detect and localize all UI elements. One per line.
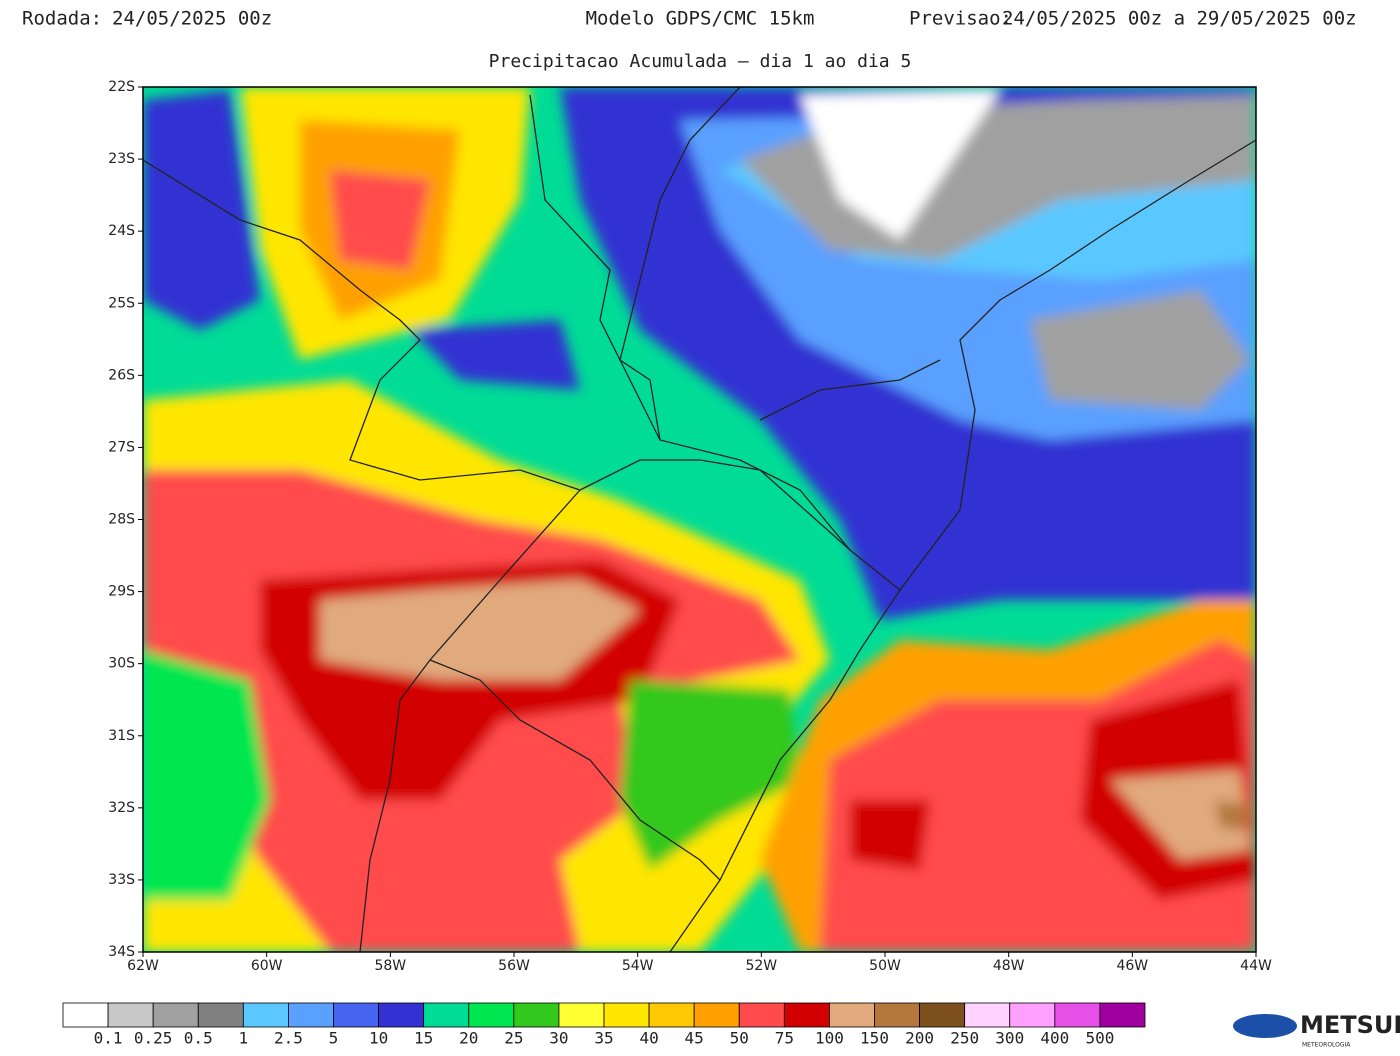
legend-swatch	[333, 1002, 379, 1028]
logo: METSUL METEOROLOGIA	[1233, 1011, 1400, 1049]
lon-label: 56W	[498, 958, 530, 974]
legend-label: 50	[730, 1029, 749, 1048]
legend-label: 45	[685, 1029, 704, 1048]
legend-swatch	[603, 1002, 650, 1028]
legend-label: 75	[775, 1029, 794, 1048]
logo-subtext: METEOROLOGIA	[1302, 1042, 1351, 1049]
legend-label: 1	[239, 1029, 249, 1048]
legend-swatch	[513, 1002, 560, 1028]
legend-swatch	[1009, 1002, 1056, 1028]
legend-swatch	[62, 1002, 109, 1028]
legend-swatch	[378, 1002, 425, 1028]
lat-label: 34S	[108, 944, 135, 960]
legend-swatch	[197, 1002, 244, 1028]
lat-label: 27S	[108, 439, 135, 455]
legend-swatch	[107, 1002, 154, 1028]
lon-label: 62W	[127, 958, 159, 974]
forecast-label: Previsao:	[909, 8, 1012, 30]
legend-label: 15	[414, 1029, 433, 1048]
legend-swatch	[829, 1002, 875, 1028]
lon-label: 52W	[745, 958, 777, 974]
model: Modelo GDPS/CMC 15km	[586, 8, 815, 30]
legend-swatch	[242, 1002, 289, 1028]
lat-label: 24S	[108, 223, 135, 239]
forecast: 24/05/2025 00z a 29/05/2025 00z	[1002, 8, 1357, 30]
legend-swatch	[783, 1002, 830, 1028]
legend-swatch	[288, 1002, 334, 1028]
boundaries	[143, 87, 1256, 952]
lat-label: 25S	[108, 295, 135, 311]
legend-label: 35	[594, 1029, 613, 1048]
precip-field	[143, 87, 1256, 952]
legend-label: 500	[1085, 1029, 1114, 1048]
logo-text: METSUL	[1300, 1011, 1400, 1039]
legend-label: 0.1	[94, 1029, 123, 1048]
legend-label: 300	[995, 1029, 1024, 1048]
legend-label: 30	[549, 1029, 568, 1048]
lon-label: 60W	[251, 958, 283, 974]
run-label: Rodada:	[22, 8, 102, 30]
lon-label: 54W	[622, 958, 654, 974]
legend-swatch	[558, 1002, 605, 1028]
lat-label: 26S	[108, 367, 135, 383]
legend-swatch	[693, 1002, 740, 1028]
legend-label: 20	[459, 1029, 478, 1048]
lat-label: 22S	[108, 79, 135, 95]
legend-label: 250	[950, 1029, 979, 1048]
lat-label: 30S	[108, 656, 135, 672]
lat-label: 29S	[108, 584, 135, 600]
lat-label: 28S	[108, 512, 135, 528]
legend-swatch	[919, 1002, 966, 1028]
legend-label: 0.5	[184, 1029, 213, 1048]
lat-label: 23S	[108, 151, 135, 167]
legend-swatch	[1054, 1002, 1101, 1028]
lon-label: 44W	[1240, 958, 1272, 974]
lon-label: 48W	[993, 958, 1025, 974]
legend-label: 2.5	[274, 1029, 303, 1048]
legend-swatch	[423, 1002, 470, 1028]
legend-label: 400	[1040, 1029, 1069, 1048]
lon-label: 58W	[374, 958, 406, 974]
lon-label: 46W	[1116, 958, 1148, 974]
legend-swatch	[874, 1002, 920, 1028]
run: 24/05/2025 00z	[112, 8, 272, 30]
lat-label: 31S	[108, 728, 135, 744]
legend-label: 25	[504, 1029, 523, 1048]
legend-label: 200	[905, 1029, 934, 1048]
legend-swatch	[152, 1002, 199, 1028]
legend-label: 150	[860, 1029, 889, 1048]
legend-swatch	[1099, 1002, 1146, 1028]
legend-label: 10	[369, 1029, 388, 1048]
lat-label: 32S	[108, 800, 135, 816]
legend-swatch	[738, 1002, 785, 1028]
legend-label: 5	[329, 1029, 339, 1048]
lat-label: 33S	[108, 872, 135, 888]
legend-label: 100	[815, 1029, 844, 1048]
legend-label: 40	[639, 1029, 658, 1048]
legend-swatch	[468, 1002, 515, 1028]
legend-swatch	[964, 1002, 1011, 1028]
legend-swatch	[648, 1002, 695, 1028]
legend-label: 0.25	[134, 1029, 173, 1048]
lon-label: 50W	[869, 958, 901, 974]
subtitle: Precipitacao Acumulada – dia 1 ao dia 5	[489, 51, 912, 72]
